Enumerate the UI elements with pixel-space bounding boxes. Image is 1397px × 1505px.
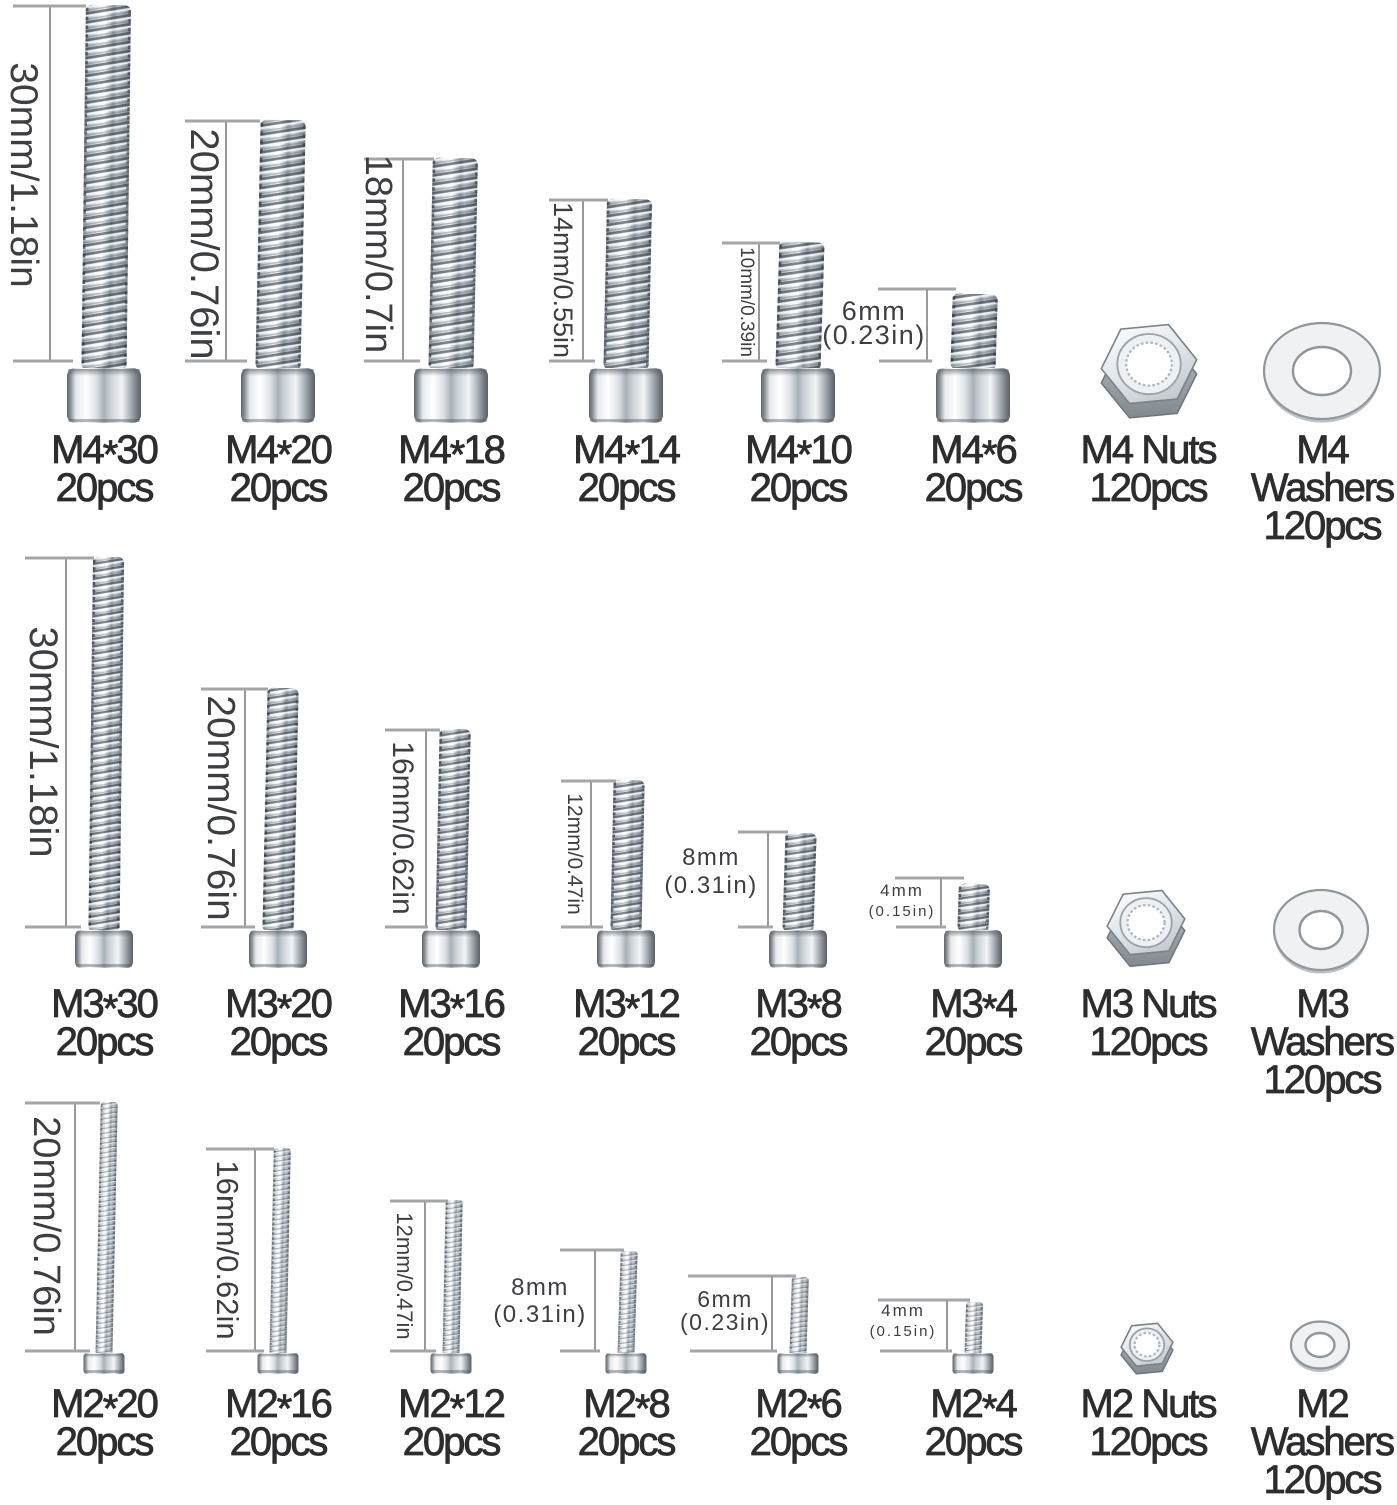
svg-text:M3*12: M3*12 <box>573 982 679 1031</box>
svg-text:M4*14: M4*14 <box>573 428 680 477</box>
svg-text:6mm: 6mm <box>842 296 907 326</box>
svg-text:20pcs: 20pcs <box>230 466 328 510</box>
svg-text:M2*6: M2*6 <box>755 1382 841 1431</box>
svg-text:20pcs: 20pcs <box>750 1420 848 1464</box>
svg-text:8mm: 8mm <box>511 1274 569 1301</box>
svg-text:20pcs: 20pcs <box>578 1420 676 1464</box>
svg-text:M2 Nuts: M2 Nuts <box>1081 1382 1217 1426</box>
svg-text:M4*10: M4*10 <box>745 428 851 477</box>
svg-text:(0.31in): (0.31in) <box>664 872 757 899</box>
svg-text:20pcs: 20pcs <box>578 466 676 510</box>
svg-text:20pcs: 20pcs <box>750 466 848 510</box>
svg-text:20pcs: 20pcs <box>578 1020 676 1064</box>
svg-text:M4*20: M4*20 <box>225 428 331 477</box>
svg-text:120pcs: 120pcs <box>1264 1458 1382 1500</box>
svg-text:20pcs: 20pcs <box>56 1420 154 1464</box>
svg-text:20pcs: 20pcs <box>403 1420 501 1464</box>
svg-text:20pcs: 20pcs <box>925 466 1023 510</box>
svg-text:M3*16: M3*16 <box>398 982 504 1031</box>
svg-text:M3*30: M3*30 <box>51 982 157 1031</box>
svg-text:4mm: 4mm <box>880 881 924 900</box>
svg-text:(0.23in): (0.23in) <box>680 1309 770 1335</box>
svg-text:20pcs: 20pcs <box>230 1020 328 1064</box>
svg-text:16mm/0.62in: 16mm/0.62in <box>210 1160 245 1339</box>
svg-text:M2*4: M2*4 <box>930 1382 1017 1431</box>
svg-text:30mm/1.18in: 30mm/1.18in <box>21 626 65 857</box>
svg-text:20pcs: 20pcs <box>925 1020 1023 1064</box>
svg-text:6mm: 6mm <box>697 1286 753 1312</box>
svg-text:M4*30: M4*30 <box>51 428 157 477</box>
svg-text:M3: M3 <box>1296 982 1348 1026</box>
svg-text:20mm/0.76in: 20mm/0.76in <box>25 1116 67 1336</box>
svg-text:120pcs: 120pcs <box>1090 1420 1208 1464</box>
svg-text:20mm/0.76in: 20mm/0.76in <box>199 695 242 920</box>
svg-text:120pcs: 120pcs <box>1090 466 1208 510</box>
svg-text:M3*4: M3*4 <box>930 982 1017 1031</box>
svg-text:M4*6: M4*6 <box>930 428 1016 477</box>
svg-text:30mm/1.18in: 30mm/1.18in <box>2 62 45 287</box>
svg-text:16mm/0.62in: 16mm/0.62in <box>386 741 419 914</box>
svg-text:12mm/0.47in: 12mm/0.47in <box>392 1212 417 1339</box>
svg-text:(0.31in): (0.31in) <box>493 1301 586 1328</box>
svg-text:M2*12: M2*12 <box>398 1382 504 1431</box>
svg-text:Washers: Washers <box>1251 1420 1394 1464</box>
svg-text:(0.15in): (0.15in) <box>869 903 936 920</box>
svg-text:20pcs: 20pcs <box>230 1420 328 1464</box>
svg-text:8mm: 8mm <box>682 844 740 871</box>
svg-text:M2*8: M2*8 <box>583 1382 669 1431</box>
svg-text:M3 Nuts: M3 Nuts <box>1081 982 1217 1026</box>
svg-text:120pcs: 120pcs <box>1264 504 1382 548</box>
svg-text:M4*18: M4*18 <box>398 428 504 477</box>
svg-text:(0.23in): (0.23in) <box>822 320 926 350</box>
svg-text:120pcs: 120pcs <box>1090 1020 1208 1064</box>
svg-text:M2*20: M2*20 <box>51 1382 157 1431</box>
svg-text:20pcs: 20pcs <box>403 466 501 510</box>
svg-text:4mm: 4mm <box>881 1301 925 1320</box>
svg-text:20pcs: 20pcs <box>56 1020 154 1064</box>
svg-text:M2*16: M2*16 <box>225 1382 331 1431</box>
svg-text:20pcs: 20pcs <box>750 1020 848 1064</box>
svg-text:(0.15in): (0.15in) <box>870 1323 937 1340</box>
svg-text:20mm/0.76in: 20mm/0.76in <box>182 128 226 359</box>
svg-text:120pcs: 120pcs <box>1264 1058 1382 1102</box>
svg-text:M4: M4 <box>1296 428 1349 472</box>
svg-text:20pcs: 20pcs <box>403 1020 501 1064</box>
svg-text:20pcs: 20pcs <box>56 466 154 510</box>
svg-text:14mm/0.55in: 14mm/0.55in <box>548 202 578 358</box>
svg-text:M3*20: M3*20 <box>225 982 331 1031</box>
svg-text:20pcs: 20pcs <box>925 1420 1023 1464</box>
svg-text:Washers: Washers <box>1251 1020 1394 1064</box>
svg-text:M4 Nuts: M4 Nuts <box>1081 428 1217 472</box>
svg-text:12mm/0.47in: 12mm/0.47in <box>563 793 586 914</box>
svg-text:M2: M2 <box>1296 1382 1348 1426</box>
svg-text:18mm/0.7in: 18mm/0.7in <box>357 155 399 354</box>
svg-text:Washers: Washers <box>1251 466 1394 510</box>
svg-text:10mm/0.39in: 10mm/0.39in <box>736 247 757 357</box>
svg-text:M3*8: M3*8 <box>755 982 841 1031</box>
